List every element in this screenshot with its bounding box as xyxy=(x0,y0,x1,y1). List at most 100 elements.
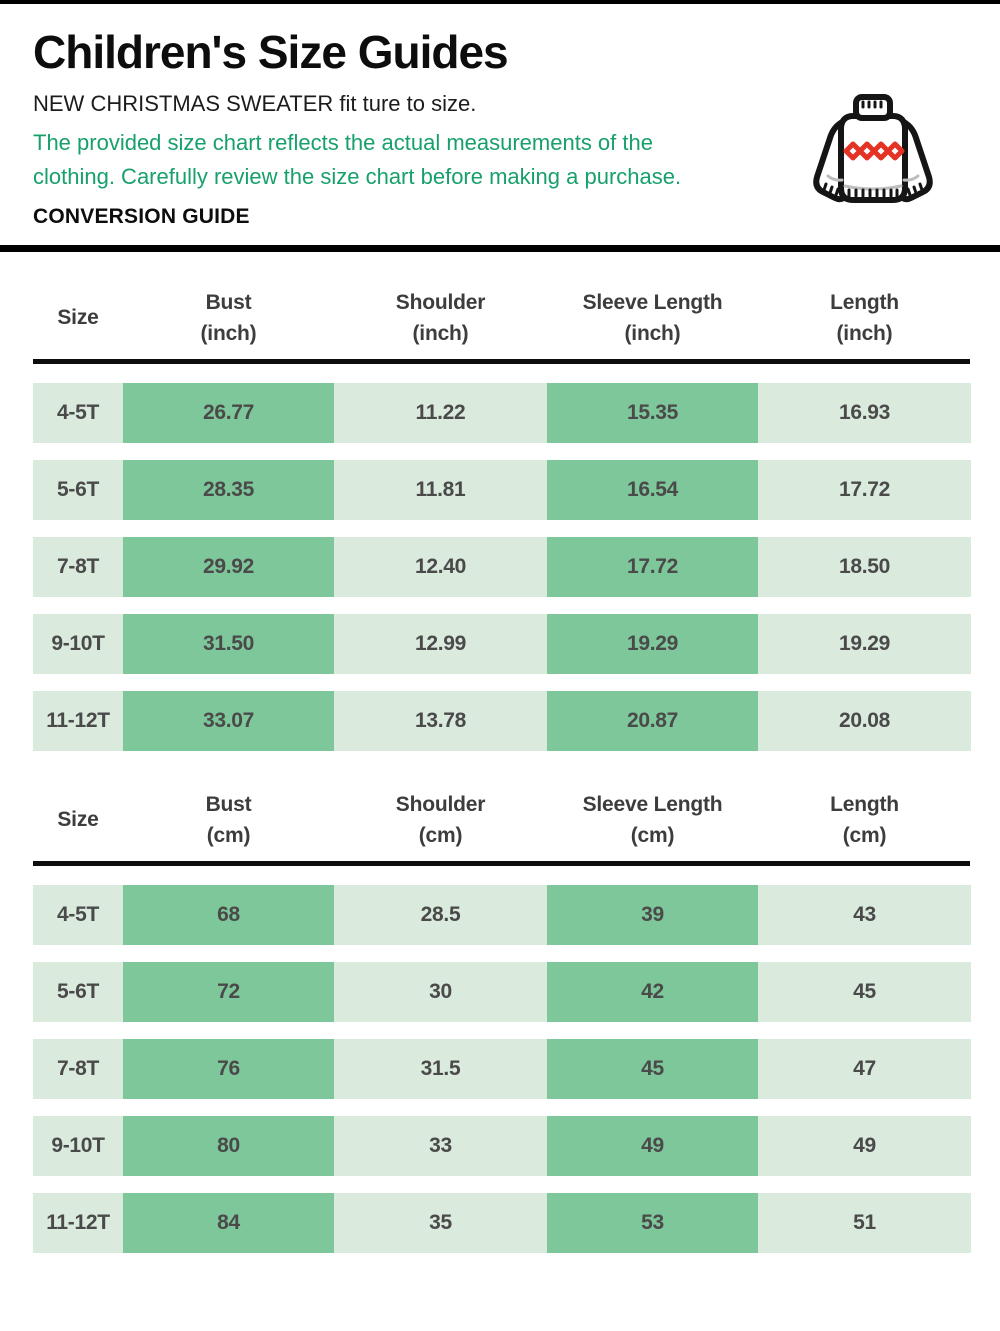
header-unit: (inch) xyxy=(200,321,257,345)
measurement-value-cell: 80 xyxy=(123,1115,334,1176)
measurement-value-cell: 17.72 xyxy=(758,459,971,520)
size-label-cell: 9-10T xyxy=(33,1115,123,1176)
description-text: The provided size chart reflects the act… xyxy=(33,129,682,189)
measurement-value-cell: 12.40 xyxy=(334,536,547,597)
measurement-value-cell: 47 xyxy=(758,1038,971,1099)
measurement-value-cell: 11.81 xyxy=(334,459,547,520)
measurement-value-cell: 33 xyxy=(334,1115,547,1176)
header-rule xyxy=(33,860,970,866)
header-shoulder: Shoulder (cm) xyxy=(334,784,547,856)
measurement-value-cell: 51 xyxy=(758,1192,971,1253)
christmas-sweater-icon xyxy=(806,94,940,224)
measurement-value-cell: 28.5 xyxy=(334,884,547,945)
measurement-value-cell: 72 xyxy=(123,961,334,1022)
measurement-value-cell: 17.72 xyxy=(547,536,758,597)
table-row: 4-5T 26.77 11.22 15.35 16.93 xyxy=(33,382,971,443)
header-line: Length xyxy=(830,290,899,314)
header-shoulder: Shoulder (inch) xyxy=(334,282,547,354)
measurement-value-cell: 42 xyxy=(547,961,758,1022)
measurement-value-cell: 45 xyxy=(547,1038,758,1099)
conversion-guide-label: CONVERSION GUIDE xyxy=(33,204,250,228)
header-line: Size xyxy=(57,808,99,832)
table-row: 5-6T 28.35 11.81 16.54 17.72 xyxy=(33,459,971,520)
measurement-value-cell: 84 xyxy=(123,1192,334,1253)
size-table-cm: Size Bust (cm) Shoulder (cm) Sleeve Leng… xyxy=(33,784,971,1253)
measurement-value-cell: 76 xyxy=(123,1038,334,1099)
header-length: Length (inch) xyxy=(758,282,971,354)
measurement-value-cell: 26.77 xyxy=(123,382,334,443)
measurement-value-cell: 29.92 xyxy=(123,536,334,597)
header-unit: (inch) xyxy=(624,321,681,345)
diamond-pattern xyxy=(843,141,905,161)
measurement-value-cell: 12.99 xyxy=(334,613,547,674)
measurement-value-cell: 31.5 xyxy=(334,1038,547,1099)
size-label-cell: 9-10T xyxy=(33,613,123,674)
header-bust: Bust (inch) xyxy=(123,282,334,354)
measurement-value-cell: 49 xyxy=(547,1115,758,1176)
size-label-cell: 7-8T xyxy=(33,536,123,597)
header-unit: (cm) xyxy=(206,823,251,847)
measurement-value-cell: 20.87 xyxy=(547,690,758,751)
measurement-value-cell: 15.35 xyxy=(547,382,758,443)
measurement-value-cell: 28.35 xyxy=(123,459,334,520)
header-line: Sleeve Length xyxy=(582,792,723,816)
table-row: 11-12T 84 35 53 51 xyxy=(33,1192,971,1253)
header-bust: Bust (cm) xyxy=(123,784,334,856)
size-table-inch: Size Bust (inch) Shoulder (inch) Sleeve … xyxy=(33,282,971,751)
measurement-value-cell: 19.29 xyxy=(547,613,758,674)
header-unit: (cm) xyxy=(842,823,887,847)
measurement-value-cell: 31.50 xyxy=(123,613,334,674)
header-size: Size xyxy=(33,282,123,354)
measurement-value-cell: 30 xyxy=(334,961,547,1022)
table-row: 9-10T 80 33 49 49 xyxy=(33,1115,971,1176)
header-size: Size xyxy=(33,784,123,856)
page-title: Children's Size Guides xyxy=(33,26,509,78)
measurement-value-cell: 68 xyxy=(123,884,334,945)
table-body-cm: 4-5T 68 28.5 39 43 5-6T 72 30 42 45 7-8T 76 31.5 45 47… xyxy=(33,884,971,1253)
header-line: Length xyxy=(830,792,899,816)
header-sleeve-length: Sleeve Length (inch) xyxy=(547,282,758,354)
measurement-value-cell: 45 xyxy=(758,961,971,1022)
measurement-value-cell: 35 xyxy=(334,1192,547,1253)
table-row: 9-10T 31.50 12.99 19.29 19.29 xyxy=(33,613,971,674)
header-line: Bust xyxy=(205,792,252,816)
table-row: 4-5T 68 28.5 39 43 xyxy=(33,884,971,945)
header-line: Bust xyxy=(205,290,252,314)
size-label-cell: 5-6T xyxy=(33,961,123,1022)
measurement-value-cell: 11.22 xyxy=(334,382,547,443)
size-label-cell: 7-8T xyxy=(33,1038,123,1099)
measurement-value-cell: 49 xyxy=(758,1115,971,1176)
header-unit: (inch) xyxy=(412,321,469,345)
header-unit: (inch) xyxy=(836,321,893,345)
top-border-strip xyxy=(0,0,1000,4)
size-label-cell: 11-12T xyxy=(33,1192,123,1253)
measurement-value-cell: 43 xyxy=(758,884,971,945)
measurement-value-cell: 53 xyxy=(547,1192,758,1253)
header-rule xyxy=(33,358,970,364)
table-body-inch: 4-5T 26.77 11.22 15.35 16.93 5-6T 28.35 11.81 16… xyxy=(33,382,971,751)
header-unit: (cm) xyxy=(630,823,675,847)
table-row: 7-8T 29.92 12.40 17.72 18.50 xyxy=(33,536,971,597)
size-label-cell: 11-12T xyxy=(33,690,123,751)
header-line: Size xyxy=(57,306,99,330)
measurement-value-cell: 19.29 xyxy=(758,613,971,674)
table-header-row: Size Bust (inch) Shoulder (inch) Sleeve … xyxy=(33,282,970,354)
header-length: Length (cm) xyxy=(758,784,971,856)
subtitle-text: NEW CHRISTMAS SWEATER fit ture to size. xyxy=(33,90,477,116)
header-sleeve-length: Sleeve Length (cm) xyxy=(547,784,758,856)
header-line: Shoulder xyxy=(395,290,486,314)
table-row: 7-8T 76 31.5 45 47 xyxy=(33,1038,971,1099)
header-line: Shoulder xyxy=(395,792,486,816)
size-label-cell: 4-5T xyxy=(33,382,123,443)
page-content: Children's Size Guides NEW CHRISTMAS SWE… xyxy=(0,26,1000,229)
size-label-cell: 5-6T xyxy=(33,459,123,520)
measurement-value-cell: 13.78 xyxy=(334,690,547,751)
measurement-value-cell: 20.08 xyxy=(758,690,971,751)
measurement-value-cell: 18.50 xyxy=(758,536,971,597)
header-line: Sleeve Length xyxy=(582,290,723,314)
measurement-value-cell: 33.07 xyxy=(123,690,334,751)
measurement-value-cell: 16.54 xyxy=(547,459,758,520)
header-unit: (cm) xyxy=(418,823,463,847)
section-divider xyxy=(0,244,1000,252)
measurement-value-cell: 39 xyxy=(547,884,758,945)
